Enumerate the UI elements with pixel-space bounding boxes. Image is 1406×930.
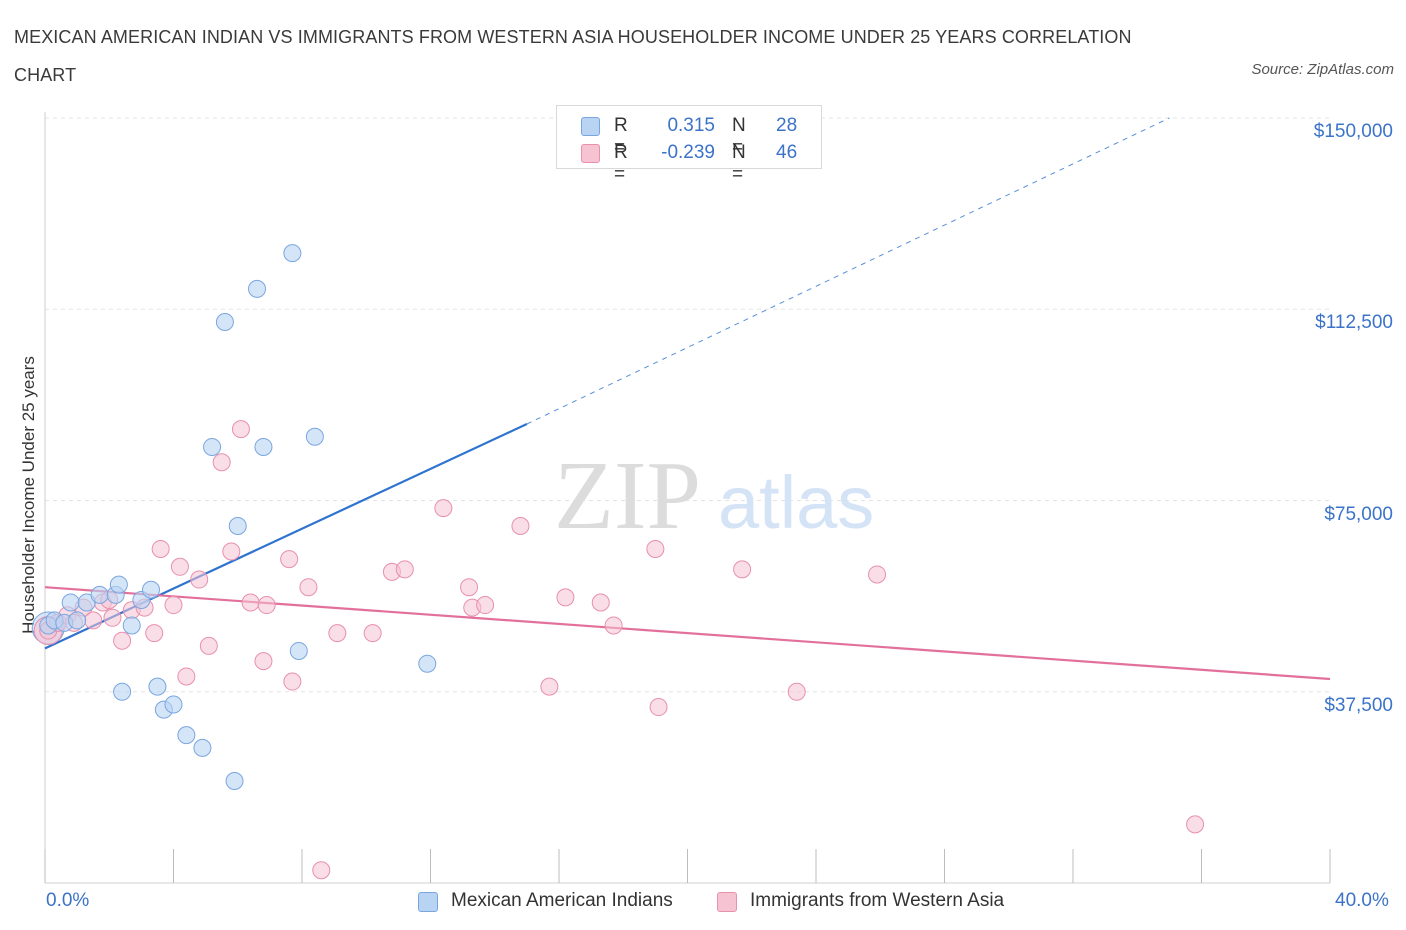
r-value: -0.239 [661, 142, 715, 163]
data-point-immigrants-from-western-asia [363, 624, 382, 643]
data-point-immigrants-from-western-asia [604, 616, 623, 635]
data-point-immigrants-from-western-asia [299, 578, 318, 597]
correlation-legend: R = 0.315 N = 28 R = -0.239 N = 46 [556, 105, 822, 185]
data-point-mexican-american-indians [215, 313, 234, 331]
data-point-mexican-american-indians [68, 611, 87, 630]
n-label: N = [732, 115, 746, 158]
data-points [31, 244, 1205, 880]
pink-swatch [717, 892, 737, 912]
data-point-immigrants-from-western-asia [556, 588, 575, 607]
data-point-immigrants-from-western-asia [241, 593, 260, 612]
data-point-immigrants-from-western-asia [787, 682, 806, 701]
data-point-immigrants-from-western-asia [151, 539, 170, 558]
data-point-mexican-american-indians [109, 575, 128, 594]
data-point-immigrants-from-western-asia [395, 560, 414, 579]
source-label: Source: ZipAtlas.com [1251, 61, 1394, 78]
data-point-mexican-american-indians [61, 593, 80, 612]
data-point-immigrants-from-western-asia [254, 652, 273, 671]
trend-line-immigrants-from-western-asia [44, 586, 1331, 681]
y-tick-label: $75,000 [1324, 503, 1393, 525]
data-point-mexican-american-indians [148, 677, 167, 696]
n-label: N = [732, 142, 746, 185]
data-point-mexican-american-indians [203, 437, 222, 456]
data-point-mexican-american-indians [177, 726, 196, 745]
data-point-immigrants-from-western-asia [84, 611, 103, 630]
data-point-immigrants-from-western-asia [540, 677, 559, 696]
data-point-immigrants-from-western-asia [190, 570, 209, 589]
data-point-immigrants-from-western-asia [868, 565, 887, 584]
data-point-mexican-american-indians [164, 695, 183, 714]
data-point-immigrants-from-western-asia [283, 672, 302, 691]
y-tick-label: $150,000 [1313, 121, 1393, 142]
gridlines [45, 117, 1330, 693]
data-point-immigrants-from-western-asia [212, 453, 231, 472]
data-point-immigrants-from-western-asia [231, 420, 250, 439]
data-point-immigrants-from-western-asia [222, 542, 241, 561]
data-point-immigrants-from-western-asia [591, 593, 610, 612]
series-legend: Mexican American Indians Immigrants from… [0, 889, 1406, 915]
data-point-immigrants-from-western-asia [649, 698, 668, 717]
trend-extension-mexican-american-indians [526, 117, 1170, 425]
watermark-zip: ZIP [554, 442, 701, 550]
data-point-immigrants-from-western-asia [460, 578, 479, 597]
axes [44, 112, 1331, 884]
legend-label: Mexican American Indians [451, 890, 673, 911]
x-tick-label: 40.0% [1335, 890, 1389, 911]
n-value: 28 [776, 115, 798, 136]
data-point-immigrants-from-western-asia [511, 517, 530, 535]
data-point-mexican-american-indians [225, 772, 244, 790]
data-point-immigrants-from-western-asia [103, 608, 122, 627]
trend-lines [44, 117, 1331, 681]
data-point-mexican-american-indians [283, 244, 302, 263]
data-point-mexican-american-indians [248, 279, 267, 298]
data-point-immigrants-from-western-asia [328, 624, 347, 643]
data-point-mexican-american-indians [193, 738, 212, 757]
data-point-immigrants-from-western-asia [170, 557, 189, 576]
data-point-immigrants-from-western-asia [280, 550, 299, 569]
data-point-immigrants-from-western-asia [145, 624, 164, 643]
data-point-immigrants-from-western-asia [199, 636, 218, 655]
data-point-mexican-american-indians [305, 427, 324, 446]
legend-label: Immigrants from Western Asia [750, 890, 1005, 911]
r-value: 0.315 [667, 115, 715, 136]
y-tick-label: $112,500 [1315, 312, 1393, 334]
data-point-immigrants-from-western-asia [646, 539, 665, 558]
data-point-immigrants-from-western-asia [476, 596, 495, 615]
data-point-mexican-american-indians [254, 437, 273, 456]
data-point-immigrants-from-western-asia [257, 596, 276, 615]
data-point-immigrants-from-western-asia [733, 560, 752, 579]
data-point-mexican-american-indians [228, 517, 247, 535]
data-point-immigrants-from-western-asia [434, 499, 453, 518]
data-point-mexican-american-indians [142, 580, 161, 599]
data-point-mexican-american-indians [122, 616, 141, 635]
data-point-immigrants-from-western-asia [177, 667, 196, 686]
data-point-mexican-american-indians [113, 682, 132, 701]
blue-swatch [418, 892, 438, 912]
n-value: 46 [776, 142, 798, 163]
data-point-immigrants-from-western-asia [312, 861, 331, 880]
watermark-atlas: atlas [718, 461, 874, 544]
data-point-mexican-american-indians [418, 654, 437, 673]
pink-swatch [581, 144, 600, 163]
blue-swatch [581, 117, 600, 136]
y-tick-label: $37,500 [1324, 694, 1393, 716]
data-point-mexican-american-indians [90, 585, 109, 604]
data-point-immigrants-from-western-asia [1186, 815, 1205, 834]
r-label: R = [614, 115, 628, 158]
data-point-mexican-american-indians [289, 641, 308, 660]
r-label: R = [614, 142, 628, 185]
watermark: ZIP atlas [554, 442, 874, 550]
data-point-immigrants-from-western-asia [164, 596, 183, 615]
chart-title: MEXICAN AMERICAN INDIAN VS IMMIGRANTS FR… [14, 27, 1132, 85]
data-point-immigrants-from-western-asia [113, 631, 132, 650]
x-tick-label: 0.0% [46, 890, 90, 911]
